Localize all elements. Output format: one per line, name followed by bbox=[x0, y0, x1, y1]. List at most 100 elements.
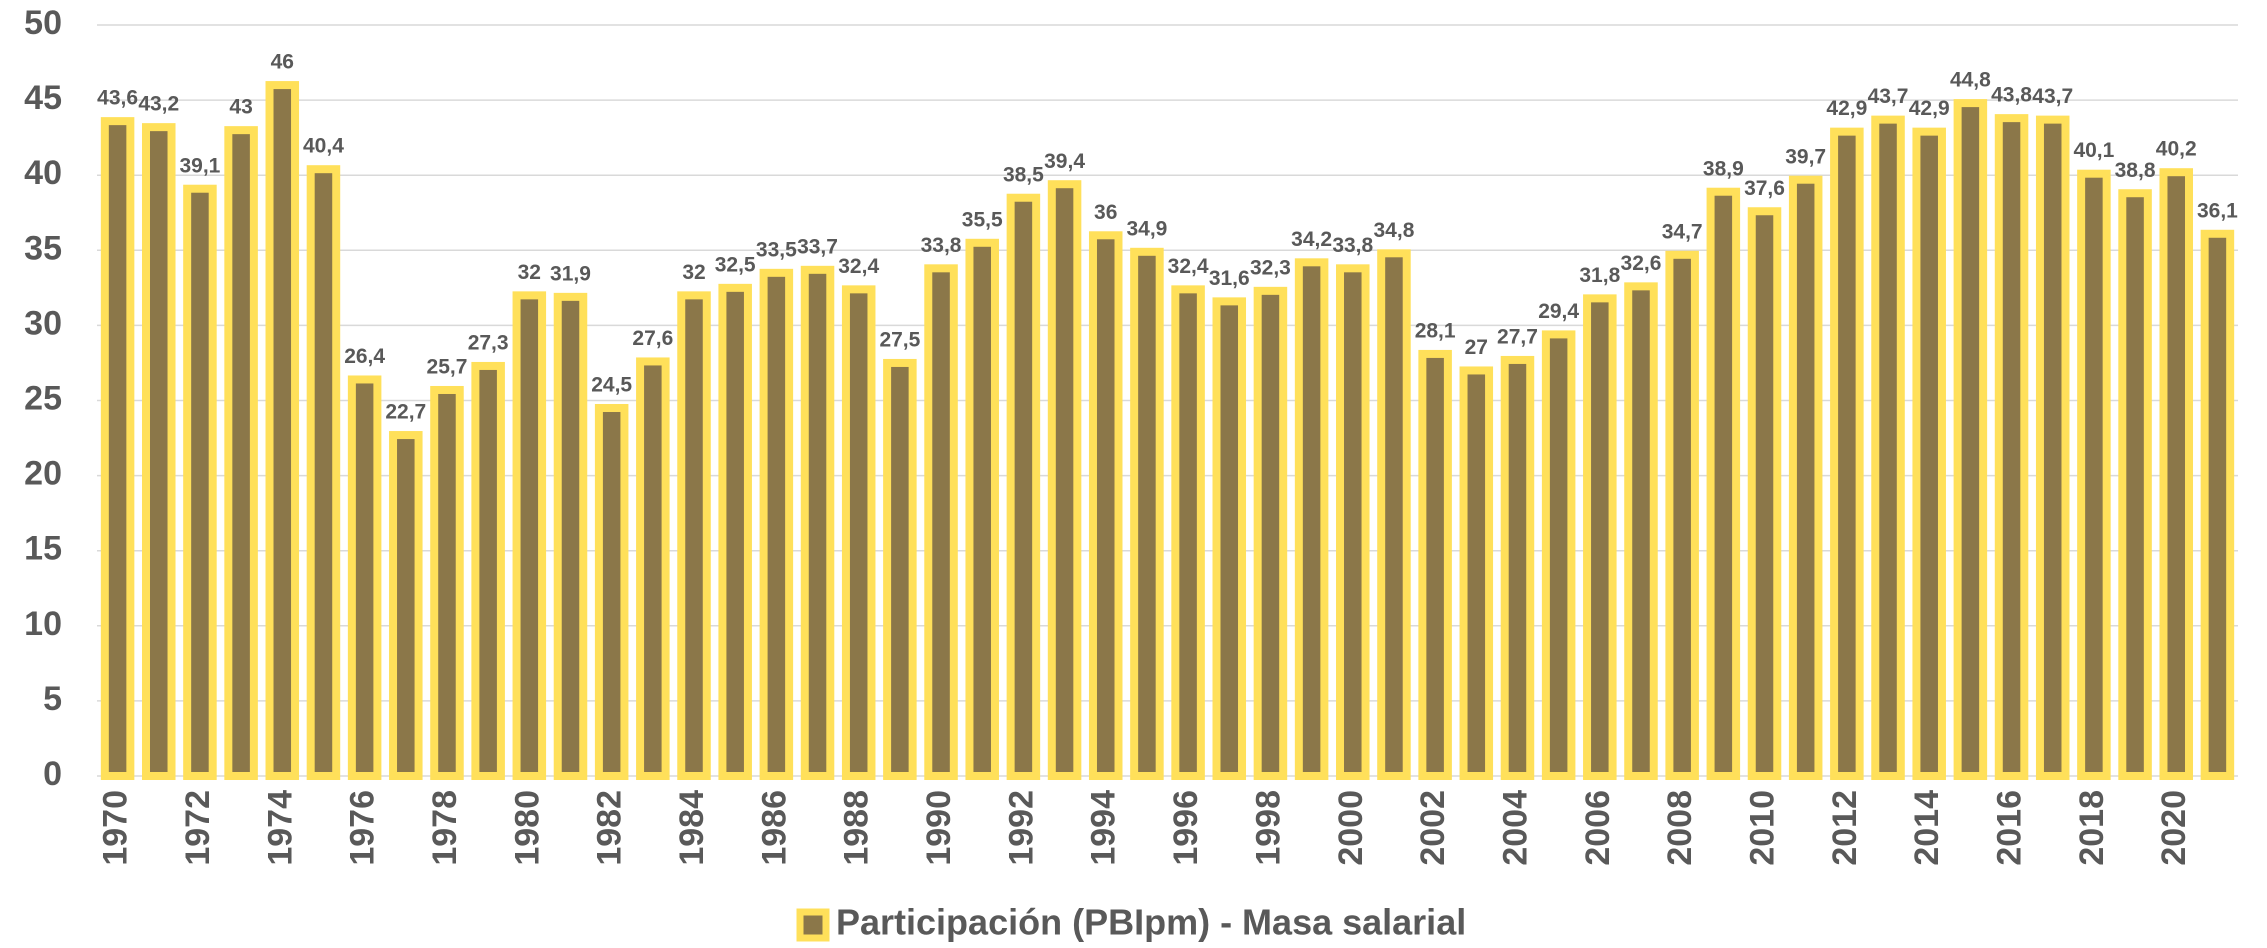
bar bbox=[141, 123, 176, 781]
x-tick-label: 2010 bbox=[1743, 790, 1781, 866]
value-label: 42,9 bbox=[1909, 97, 1950, 120]
value-label: 43,8 bbox=[1991, 84, 2032, 107]
value-label: 32 bbox=[518, 261, 541, 284]
value-label: 39,7 bbox=[1785, 145, 1826, 168]
value-label: 35,5 bbox=[962, 208, 1003, 231]
y-tick-label: 10 bbox=[24, 605, 62, 643]
value-label: 34,9 bbox=[1126, 217, 1167, 240]
x-tick-label: 1980 bbox=[508, 790, 546, 866]
y-tick-label: 35 bbox=[24, 229, 62, 267]
value-label: 32 bbox=[682, 261, 705, 284]
value-label: 32,6 bbox=[1621, 252, 1662, 275]
value-label: 34,8 bbox=[1374, 219, 1415, 242]
value-label: 43 bbox=[229, 96, 252, 119]
value-label: 36,1 bbox=[2197, 199, 2238, 222]
legend-marker bbox=[796, 908, 830, 942]
bar bbox=[1624, 282, 1658, 780]
bar bbox=[224, 126, 258, 780]
value-label: 33,5 bbox=[756, 238, 797, 261]
value-label: 27,7 bbox=[1497, 325, 1538, 348]
x-tick-label: 1970 bbox=[97, 790, 135, 866]
bar bbox=[265, 81, 300, 780]
x-tick-label: 1976 bbox=[344, 790, 382, 866]
bar bbox=[389, 431, 423, 780]
value-label: 32,4 bbox=[1168, 255, 1209, 278]
value-label: 27 bbox=[1465, 336, 1488, 359]
bar bbox=[2077, 169, 2111, 780]
value-label: 37,6 bbox=[1744, 177, 1785, 200]
value-label: 33,8 bbox=[921, 234, 962, 257]
bar bbox=[1336, 264, 1370, 780]
y-tick-label: 40 bbox=[24, 154, 62, 192]
value-label: 39,1 bbox=[179, 154, 220, 177]
x-tick-label: 1990 bbox=[920, 790, 958, 866]
x-tick-label: 2014 bbox=[1908, 790, 1946, 866]
value-label: 27,5 bbox=[879, 328, 920, 351]
bar bbox=[1294, 258, 1329, 781]
value-label: 44,8 bbox=[1950, 69, 1991, 92]
value-label: 43,7 bbox=[2032, 85, 2073, 108]
value-label: 31,9 bbox=[550, 262, 591, 285]
bar bbox=[471, 361, 505, 780]
bar bbox=[1994, 114, 2029, 780]
x-tick-label: 1996 bbox=[1167, 790, 1205, 866]
value-label: 34,7 bbox=[1662, 220, 1703, 243]
bar bbox=[636, 357, 670, 780]
bar bbox=[1541, 330, 1576, 780]
bar bbox=[2159, 168, 2194, 781]
y-tick-label: 5 bbox=[43, 680, 62, 718]
value-label: 40,4 bbox=[303, 135, 344, 158]
x-tick-label: 1984 bbox=[673, 790, 711, 866]
value-label: 29,4 bbox=[1538, 300, 1579, 323]
bar bbox=[800, 265, 835, 780]
bar bbox=[1788, 175, 1823, 780]
value-label: 42,9 bbox=[1826, 97, 1867, 120]
bar bbox=[883, 358, 917, 780]
x-tick-label: 1986 bbox=[755, 790, 793, 866]
bar bbox=[718, 283, 752, 780]
value-label: 27,6 bbox=[632, 327, 673, 350]
y-tick-label: 20 bbox=[24, 455, 62, 493]
bar bbox=[1047, 180, 1082, 781]
bar bbox=[1171, 285, 1205, 780]
value-label: 40,1 bbox=[2073, 139, 2114, 162]
value-label: 32,4 bbox=[838, 255, 879, 278]
x-tick-label: 2008 bbox=[1661, 790, 1699, 866]
value-label: 36 bbox=[1094, 201, 1117, 224]
bar bbox=[1088, 231, 1123, 780]
bar bbox=[2200, 229, 2235, 780]
x-tick-label: 1982 bbox=[591, 790, 629, 866]
bar bbox=[553, 292, 588, 780]
value-label: 26,4 bbox=[344, 345, 385, 368]
value-label: 43,6 bbox=[97, 87, 138, 110]
bar bbox=[1665, 250, 1699, 780]
x-tick-label: 1972 bbox=[179, 790, 217, 866]
value-label: 46 bbox=[271, 51, 294, 74]
bar bbox=[1953, 99, 1988, 780]
bar bbox=[183, 184, 217, 780]
value-label: 33,7 bbox=[797, 235, 838, 258]
bar bbox=[100, 117, 135, 781]
value-label: 32,3 bbox=[1250, 256, 1291, 279]
y-tick-label: 15 bbox=[24, 530, 62, 568]
bar bbox=[347, 375, 382, 780]
x-tick-label: 2002 bbox=[1414, 790, 1452, 866]
x-tick-label: 2004 bbox=[1496, 790, 1534, 866]
value-label: 31,8 bbox=[1579, 264, 1620, 287]
value-label: 22,7 bbox=[385, 401, 426, 424]
value-label: 43,2 bbox=[138, 93, 179, 116]
bar bbox=[1377, 249, 1411, 780]
bar bbox=[677, 291, 711, 780]
bar bbox=[1253, 286, 1288, 780]
x-tick-label: 2012 bbox=[1826, 790, 1864, 866]
bar bbox=[841, 285, 876, 780]
value-label: 25,7 bbox=[427, 356, 468, 379]
x-tick-label: 1978 bbox=[426, 790, 464, 866]
x-tick-label: 1974 bbox=[261, 790, 299, 866]
value-label: 38,8 bbox=[2115, 159, 2156, 182]
bar bbox=[1912, 127, 1946, 780]
x-tick-label: 2020 bbox=[2155, 790, 2193, 866]
value-label: 40,2 bbox=[2156, 138, 2197, 161]
x-tick-label: 2006 bbox=[1579, 790, 1617, 866]
